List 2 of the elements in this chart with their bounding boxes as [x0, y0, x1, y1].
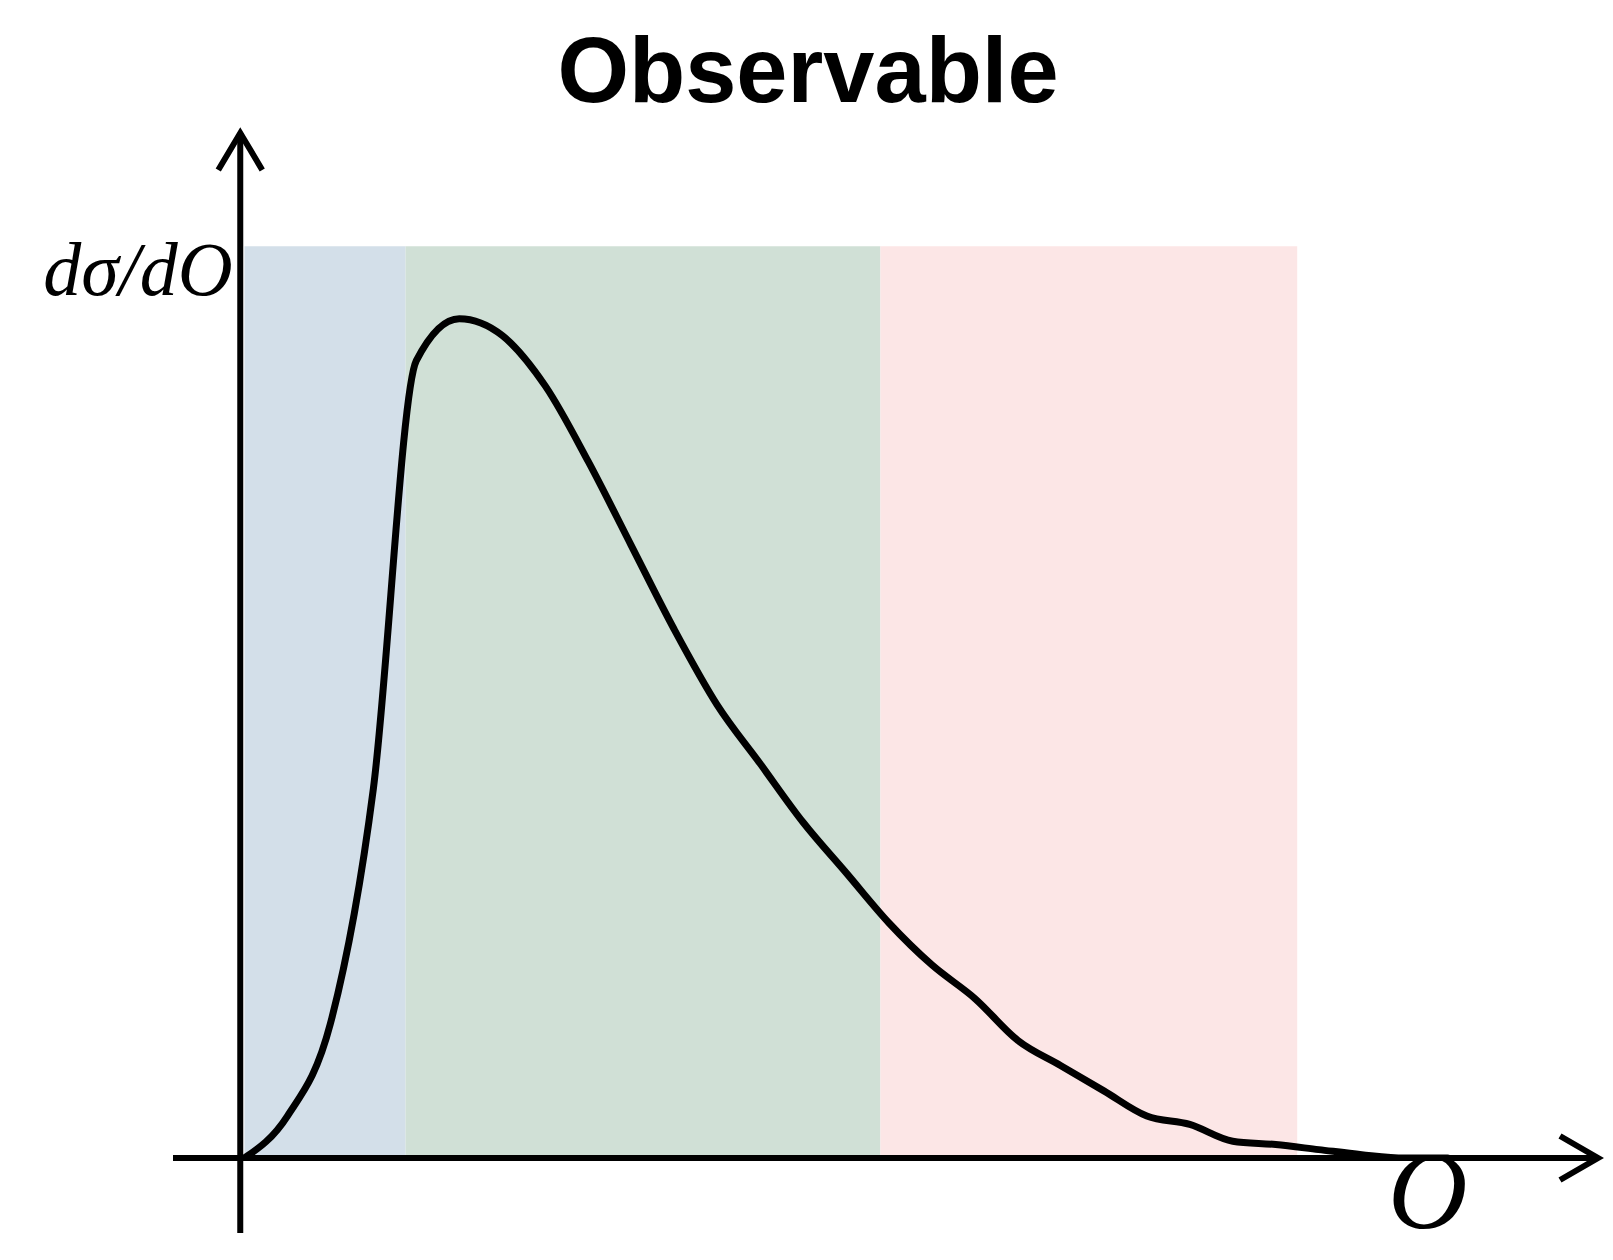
- y-axis-title: dσ/dO: [42, 227, 234, 312]
- chart-title: Observable: [556, 18, 1060, 123]
